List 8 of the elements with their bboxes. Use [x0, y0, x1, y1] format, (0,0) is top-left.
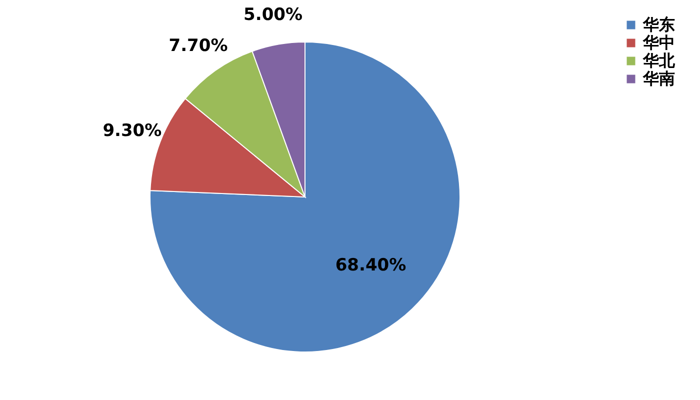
legend-label: 华中: [642, 33, 675, 52]
data-label: 9.30%: [102, 120, 162, 141]
legend-label: 华北: [642, 51, 676, 70]
data-label: 7.70%: [168, 36, 228, 56]
data-label: 68.40%: [335, 256, 406, 276]
legend-label: 华东: [642, 15, 675, 34]
legend-label: 华南: [642, 69, 675, 88]
data-label: 5.00%: [244, 4, 303, 25]
